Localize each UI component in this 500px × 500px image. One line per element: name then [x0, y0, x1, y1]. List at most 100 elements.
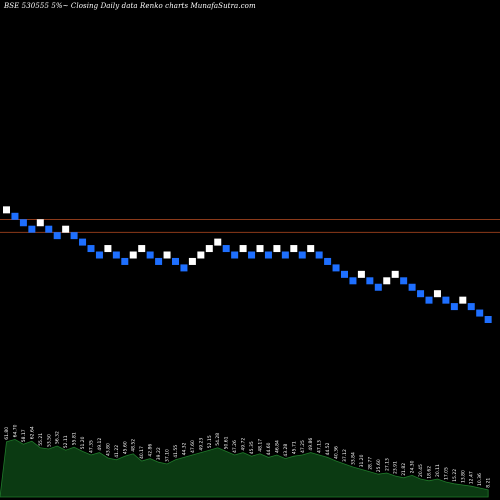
volume-label: 47.25 [300, 440, 306, 453]
renko-brick-up [239, 245, 247, 253]
renko-brick-down [349, 277, 357, 285]
volume-label: 20.11 [435, 464, 441, 477]
renko-brick-down [180, 264, 188, 272]
renko-brick-up [36, 219, 44, 227]
volume-label: 50.61 [224, 436, 230, 449]
chart-title: BSE 530555 5%~ Closing Daily data Renko … [4, 2, 256, 10]
renko-brick-down [332, 264, 340, 272]
renko-brick-up [256, 245, 264, 253]
renko-brick-up [214, 238, 222, 246]
volume-label: 31.20 [359, 454, 365, 467]
volume-label: 64.70 [12, 424, 18, 437]
volume-label: 39.22 [156, 447, 162, 460]
renko-brick-down [172, 257, 179, 265]
renko-brick-up [383, 277, 391, 285]
renko-brick-up [433, 290, 441, 298]
renko-brick-down [400, 277, 408, 285]
renko-brick-up [273, 245, 281, 253]
volume-label: 47.26 [232, 440, 238, 453]
renko-brick-down [79, 238, 87, 246]
renko-brick-up [391, 270, 399, 278]
volume-label: 61.80 [4, 427, 10, 440]
volume-label: 51.20 [80, 436, 86, 449]
volume-label: 12.47 [469, 471, 475, 484]
renko-brick-down [298, 251, 306, 259]
volume-label: 58.17 [21, 429, 27, 442]
renko-brick-down [324, 257, 332, 265]
volume-label: 44.60 [266, 442, 272, 455]
renko-brick-up [197, 251, 205, 259]
volume-label: 40.36 [334, 446, 340, 459]
renko-brick-down [467, 303, 475, 311]
renko-brick-down [146, 251, 154, 259]
volume-label: 49.12 [97, 438, 103, 451]
renko-brick-down [341, 270, 348, 278]
volume-label: 48.17 [258, 439, 264, 452]
renko-brick-down [11, 212, 19, 220]
renko-brick-down [425, 296, 433, 304]
renko-brick-down [374, 283, 382, 291]
volume-label: 46.84 [274, 440, 280, 453]
volume-area [0, 438, 489, 498]
renko-brick-up [163, 251, 171, 259]
volume-label: 49.86 [308, 438, 314, 451]
renko-brick-up [459, 296, 467, 304]
volume-label: 55.21 [38, 433, 44, 446]
renko-brick-up [290, 245, 298, 253]
volume-label: 47.13 [317, 440, 323, 453]
reference-lines [0, 219, 500, 233]
volume-label: 44.52 [325, 442, 331, 455]
renko-brick-down [112, 251, 120, 259]
renko-brick-up [205, 245, 213, 253]
renko-brick-down [248, 251, 256, 259]
volume-label: 47.35 [89, 440, 95, 453]
volume-label: 45.71 [291, 441, 297, 454]
renko-brick-down [222, 245, 230, 253]
volume-label: 52.15 [207, 435, 213, 448]
volume-label: 27.13 [384, 458, 390, 471]
renko-bricks [3, 206, 492, 323]
volume-label: 56.32 [55, 431, 61, 444]
renko-brick-down [28, 225, 36, 233]
volume-label: 53.50 [46, 434, 52, 447]
renko-brick-up [138, 245, 146, 253]
volume-label: 45.35 [249, 441, 255, 454]
volume-label: 10.36 [477, 473, 483, 486]
renko-brick-down [45, 225, 53, 233]
volume-label: 33.84 [350, 452, 356, 465]
volume-label: 40.17 [139, 446, 145, 459]
renko-brick-down [87, 245, 95, 253]
volume-label: 37.12 [342, 449, 348, 462]
volume-label: 52.11 [63, 435, 69, 448]
volume-label: 43.28 [283, 444, 289, 457]
volume-label: 17.05 [443, 467, 449, 480]
renko-brick-down [155, 257, 163, 265]
renko-brick-down [366, 277, 374, 285]
volume-label: 20.45 [418, 464, 424, 477]
renko-brick-up [3, 206, 10, 214]
volume-label: 49.72 [241, 438, 247, 451]
renko-brick-down [450, 303, 458, 311]
volume-label: 42.86 [148, 444, 154, 457]
volume-label: 45.60 [122, 441, 128, 454]
volume-label: 41.22 [114, 445, 120, 458]
volume-label: 13.80 [460, 470, 466, 483]
volume-label: 41.55 [173, 445, 179, 458]
renko-brick-down [53, 232, 61, 240]
volume-label: 8.21 [486, 478, 492, 488]
volume-label: 28.77 [367, 457, 373, 470]
volume-label: 55.81 [72, 432, 78, 445]
renko-brick-down [121, 257, 129, 265]
renko-brick-down [264, 251, 272, 259]
renko-brick-up [129, 251, 137, 259]
renko-brick-up [357, 270, 365, 278]
volume-label: 24.30 [410, 460, 416, 473]
renko-brick-down [95, 251, 103, 259]
volume-label: 49.23 [198, 438, 204, 451]
renko-brick-up [62, 225, 70, 233]
renko-brick-up [307, 245, 315, 253]
renko-brick-down [19, 219, 27, 227]
renko-brick-down [281, 251, 289, 259]
